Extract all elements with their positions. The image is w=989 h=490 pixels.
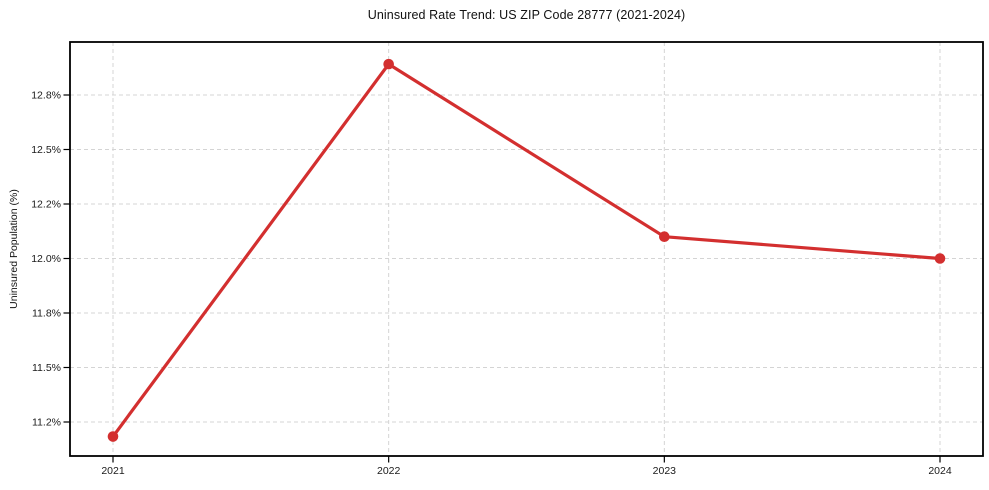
- data-point-2022: [383, 58, 394, 70]
- y-tick-label: 11.2%: [32, 417, 61, 429]
- trend-line: [111, 62, 942, 439]
- y-tick-label: 12.8%: [31, 90, 61, 102]
- chart-title: Uninsured Rate Trend: US ZIP Code 28777 …: [367, 8, 686, 22]
- x-tick-label: 2023: [653, 465, 677, 477]
- y-tick-label: 12.5%: [31, 144, 61, 156]
- x-tick-label: 2021: [101, 465, 125, 477]
- x-tick-label: 2024: [928, 465, 952, 477]
- data-point-2021: [107, 431, 119, 442]
- y-tick-label: 11.8%: [32, 308, 61, 320]
- data-point-2023: [659, 231, 670, 242]
- y-tick-label: 12.0%: [31, 253, 61, 265]
- data-point-2024: [934, 253, 946, 264]
- plot-border: [69, 41, 984, 457]
- x-tick-label: 2022: [377, 465, 401, 477]
- y-tick-label: 11.5%: [32, 362, 61, 374]
- y-tick-label: 12.2%: [31, 199, 61, 211]
